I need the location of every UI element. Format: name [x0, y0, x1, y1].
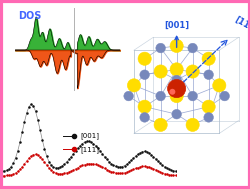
Circle shape	[201, 100, 214, 113]
Circle shape	[171, 109, 181, 119]
Circle shape	[185, 65, 198, 78]
Circle shape	[219, 91, 228, 101]
Circle shape	[127, 79, 140, 92]
Circle shape	[185, 118, 198, 132]
Circle shape	[187, 43, 197, 53]
Circle shape	[203, 70, 212, 80]
Text: [001]: [001]	[164, 21, 188, 30]
Circle shape	[123, 91, 133, 101]
Circle shape	[171, 75, 181, 85]
Circle shape	[155, 91, 165, 101]
Circle shape	[139, 113, 149, 122]
Circle shape	[154, 65, 166, 78]
Circle shape	[155, 43, 165, 53]
Circle shape	[169, 39, 182, 53]
Circle shape	[138, 100, 151, 113]
Circle shape	[203, 113, 212, 122]
Circle shape	[169, 89, 182, 103]
Text: [111]: [111]	[80, 146, 100, 153]
Circle shape	[154, 118, 166, 132]
Text: [001]: [001]	[80, 133, 100, 139]
Text: DOS: DOS	[18, 11, 42, 21]
Text: [111]: [111]	[232, 15, 250, 35]
Circle shape	[139, 70, 149, 80]
Circle shape	[212, 79, 225, 92]
Circle shape	[201, 52, 214, 65]
Circle shape	[169, 89, 175, 95]
Circle shape	[138, 52, 151, 65]
Circle shape	[187, 91, 197, 101]
Circle shape	[169, 63, 182, 76]
Circle shape	[167, 80, 185, 98]
